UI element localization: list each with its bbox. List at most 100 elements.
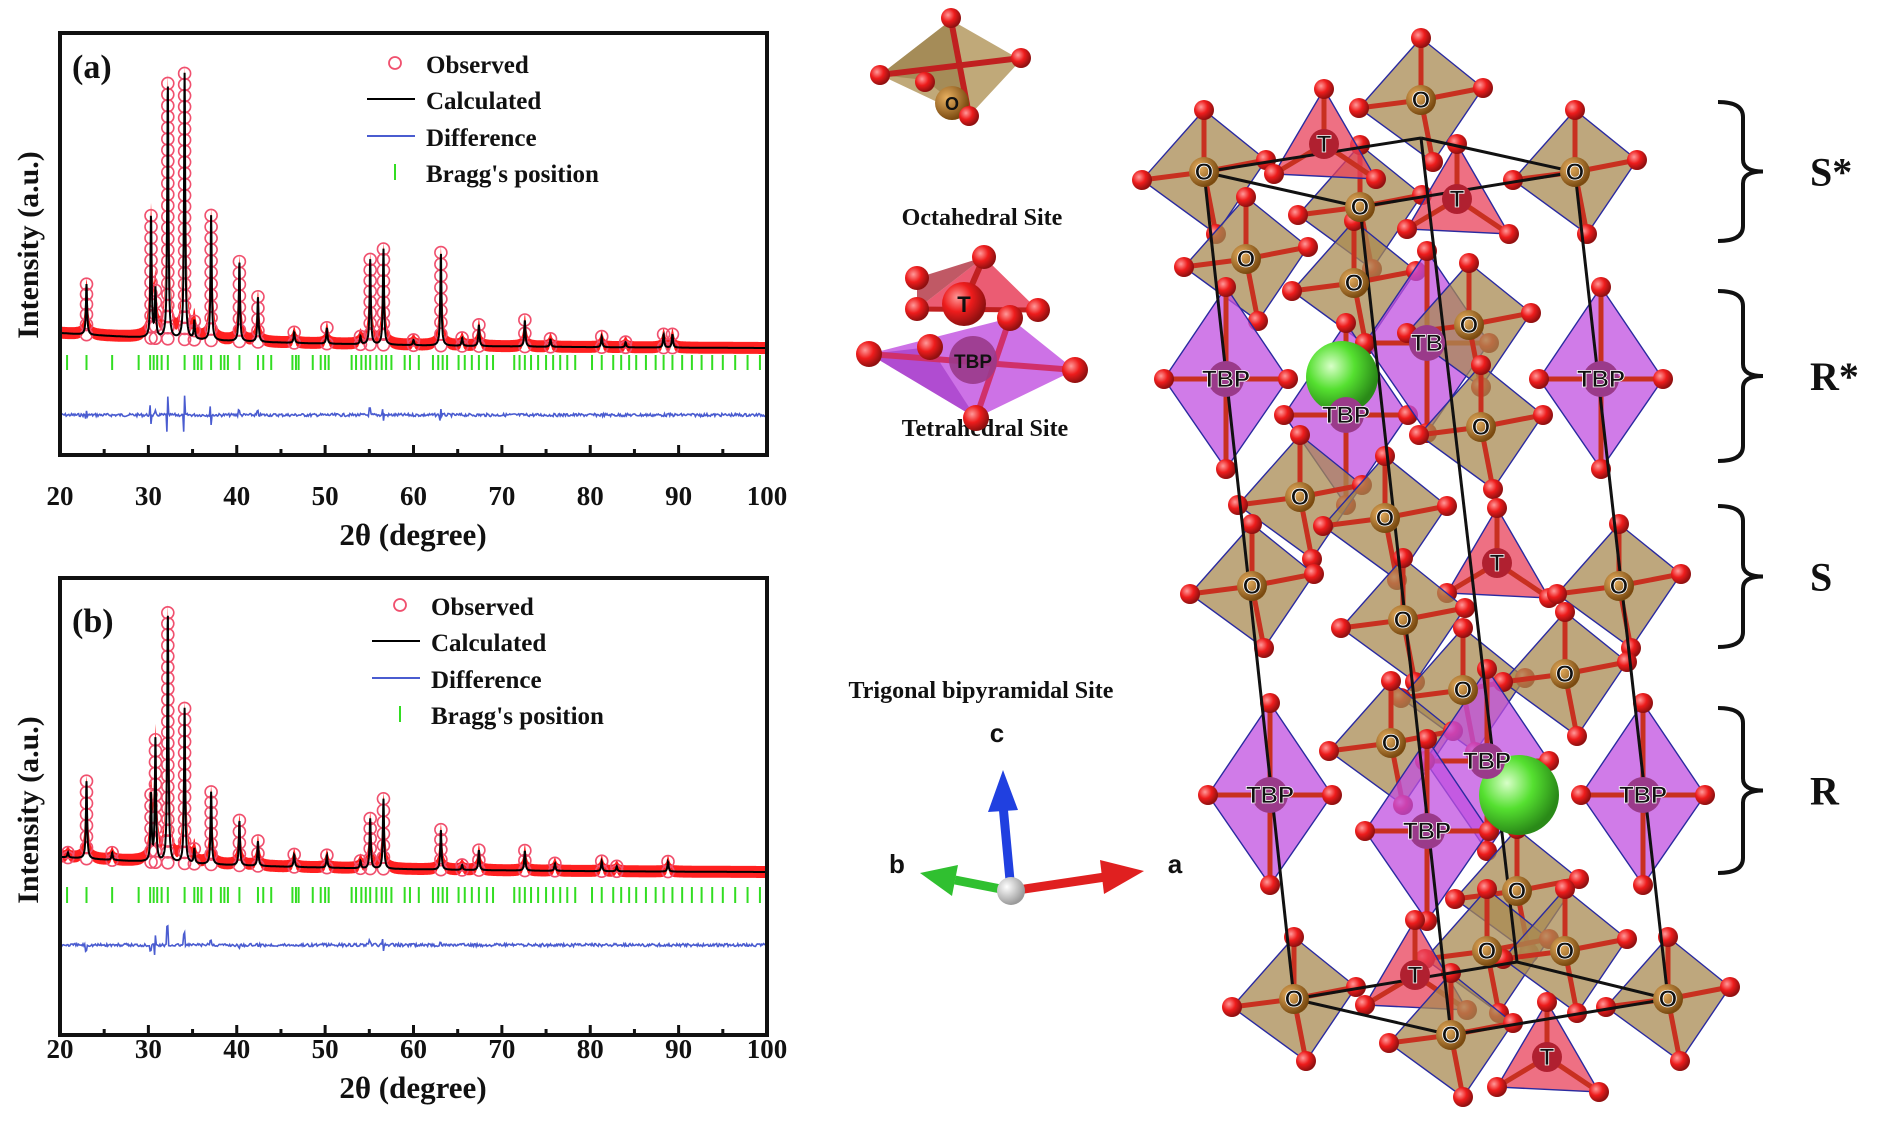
- oxygen-atom: [1471, 355, 1491, 375]
- oxygen-atom: [1375, 446, 1395, 466]
- oxygen-atom: [1260, 693, 1280, 713]
- oxygen-atom: [1720, 977, 1740, 997]
- b-axis-label: b: [889, 849, 905, 879]
- x-tick-label: 30: [135, 1034, 162, 1064]
- site-label: O: [1442, 1022, 1461, 1049]
- block-label: S*: [1810, 150, 1852, 195]
- x-tick-label: 70: [488, 1034, 515, 1064]
- oxygen-atom: [1381, 671, 1401, 691]
- cation-atom: [1560, 157, 1590, 187]
- block-label: R*: [1810, 354, 1859, 399]
- observed-point: [161, 801, 175, 816]
- tbp-site-label: Trigonal bipyramidal Site: [849, 678, 1114, 704]
- x-tick-label: 100: [747, 481, 788, 511]
- cation-atom: [1604, 571, 1634, 601]
- oxygen-atom: [1282, 281, 1302, 301]
- x-tick-label: 90: [665, 481, 692, 511]
- observed-point: [363, 861, 377, 876]
- oxygen-atom: [1417, 241, 1437, 261]
- oxygen-atom: [1322, 785, 1342, 805]
- a-axis-arrow: [1010, 872, 1106, 896]
- cation-atom: [1189, 157, 1219, 187]
- site-label: O: [1345, 270, 1364, 297]
- observed-point: [177, 834, 192, 849]
- legend-entry: Bragg's position: [431, 703, 604, 730]
- c-axis-arrow: [998, 804, 1016, 892]
- oxygen-atom: [1405, 910, 1425, 930]
- tbp-cation: [949, 336, 997, 384]
- site-label: O: [1454, 677, 1473, 704]
- oxygen-atom: [1591, 277, 1611, 297]
- cation-atom: [1472, 936, 1502, 966]
- oxygen-atom: [1671, 564, 1691, 584]
- site-label: T: [1490, 550, 1505, 577]
- site-label: O: [1243, 573, 1262, 600]
- observed-point: [363, 327, 377, 341]
- legend-b: Observed Calculated Difference Bragg's posi…: [372, 594, 604, 730]
- site-label: O: [1556, 938, 1575, 965]
- oxygen-atom: [1417, 729, 1437, 749]
- cation-atom: [1370, 503, 1400, 533]
- oxygen-atom: [1503, 1013, 1523, 1033]
- oxygen-atom: [1298, 237, 1318, 257]
- observed-point: [543, 332, 558, 346]
- observed-point: [363, 316, 377, 331]
- oxygen-atom: [1653, 369, 1673, 389]
- oxygen-atom: [1366, 169, 1386, 189]
- x-tick-label: 50: [312, 481, 339, 511]
- tbp-site-diagram: TBP: [856, 305, 1088, 431]
- site-label: T: [1317, 131, 1332, 158]
- oxygen-atom: [1483, 479, 1503, 499]
- oxygen-atom: [1521, 303, 1541, 323]
- x-tick-label: 40: [223, 1034, 250, 1064]
- site-label: TBP: [1463, 748, 1511, 775]
- observed-point: [161, 855, 175, 870]
- cation-atom: [1328, 397, 1364, 433]
- site-label: O: [1237, 246, 1256, 273]
- observed-point: [177, 266, 192, 280]
- oxygen-atom: [1336, 313, 1356, 333]
- oxygen-atom: [1633, 693, 1653, 713]
- observed-point: [161, 276, 175, 291]
- cation-atom: [1279, 984, 1309, 1014]
- xrd-panel-a: 20 30 40 50 60 70 80 90 100 (a) Intensity (a.u.)…: [12, 31, 788, 552]
- observed-point: [618, 335, 633, 349]
- cation-atom: [1442, 184, 1472, 214]
- site-label: TBP: [1202, 366, 1250, 393]
- oxygen-atom: [1445, 889, 1465, 909]
- x-tick-label: 30: [135, 481, 162, 511]
- site-label: T: [1408, 962, 1423, 989]
- octahedral-site-diagram: O: [870, 8, 1031, 126]
- observed-point: [161, 812, 175, 827]
- observed-point: [204, 847, 218, 861]
- oxygen-atom: [1591, 459, 1611, 479]
- site-label: O: [1556, 661, 1575, 688]
- block-label: S: [1810, 555, 1832, 600]
- observed-point: [177, 288, 192, 302]
- observed-point: [161, 834, 175, 848]
- unit-cell-edge: [1293, 997, 1452, 1037]
- difference-line: [59, 395, 768, 432]
- cation-atom: [1231, 244, 1261, 274]
- oxygen-atom: [1477, 841, 1497, 861]
- cation-atom: [1409, 325, 1445, 361]
- legend-entry: Difference: [431, 667, 542, 694]
- oxygen-atom: [1423, 152, 1443, 172]
- site-label: O: [1291, 484, 1310, 511]
- oxygen-atom: [1487, 498, 1507, 518]
- site-label: T: [1540, 1044, 1555, 1071]
- oxygen-atom: [1174, 257, 1194, 277]
- site-label: O: [1394, 607, 1413, 634]
- observed-point: [161, 845, 175, 859]
- oxygen-atom: [1447, 134, 1467, 154]
- oxygen-atom: [1331, 618, 1351, 638]
- observed-point: [376, 337, 391, 352]
- site-label: O: [1351, 194, 1370, 221]
- site-label: O: [1412, 87, 1431, 114]
- oxygen-atom: [1537, 992, 1557, 1012]
- y-axis-title-a: Intensity (a.u.): [12, 151, 45, 339]
- cation-atom: [1466, 412, 1496, 442]
- calculated-line: [60, 615, 767, 873]
- crystal-axes-triad: c a b: [889, 718, 1183, 905]
